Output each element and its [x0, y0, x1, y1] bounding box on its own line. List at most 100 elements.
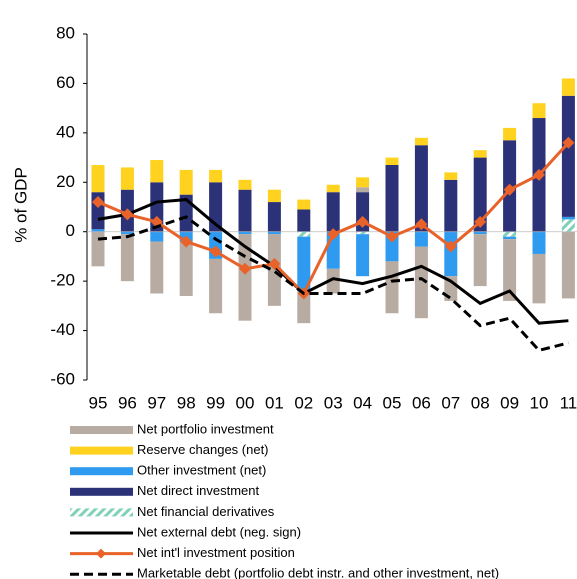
y-tick-label: -20	[50, 271, 75, 290]
line-marker	[239, 262, 251, 275]
bar-segment	[414, 137, 428, 146]
legend-swatch	[70, 446, 133, 455]
legend-swatch	[70, 487, 133, 496]
bar-segment	[532, 103, 546, 119]
bar-segment	[297, 231, 311, 237]
bar-segment	[209, 182, 223, 232]
bar-segment	[179, 241, 193, 296]
bar-segment	[120, 234, 134, 282]
bar-segment	[444, 179, 458, 232]
x-tick-label: 99	[206, 393, 225, 412]
bar-segment	[209, 258, 223, 314]
bar-segment	[267, 231, 281, 235]
bar-segment	[238, 179, 252, 190]
bar-segment	[297, 236, 311, 292]
x-tick-label: 02	[294, 393, 313, 412]
bar-segment	[444, 231, 458, 277]
line-marker	[386, 230, 398, 243]
x-tick-label: 05	[383, 393, 402, 412]
bar-segment	[209, 169, 223, 183]
bar-segment	[473, 231, 487, 235]
bar-segment	[297, 209, 311, 232]
bar-segment	[414, 231, 428, 247]
bar-segment	[91, 229, 105, 232]
y-tick-label: -40	[50, 320, 75, 339]
bar-segment	[326, 184, 340, 193]
bar-segment	[385, 261, 399, 314]
x-tick-label: 09	[500, 393, 519, 412]
bar-segment	[91, 231, 105, 267]
bar-segment	[150, 231, 164, 242]
bar-segment	[297, 291, 311, 324]
legend-label: Reserve changes (net)	[137, 442, 269, 457]
bar-segment	[120, 231, 134, 235]
line	[97, 215, 569, 353]
y-tick-label: 60	[56, 73, 75, 92]
bar-segment	[356, 187, 370, 193]
bar-segment	[326, 268, 340, 294]
line-marker	[92, 196, 104, 209]
line-marker	[327, 228, 340, 241]
line-marker	[503, 183, 516, 196]
bar-segment	[414, 145, 428, 232]
bar-segment	[150, 241, 164, 294]
x-tick-label: 07	[441, 393, 460, 412]
bar-segment	[503, 127, 517, 141]
legend-marker	[96, 548, 106, 559]
x-tick-label: 04	[353, 393, 372, 412]
legend-label: Marketable debt (portfolio debt instr. a…	[137, 566, 499, 579]
x-tick-label: 08	[471, 393, 490, 412]
legend-swatch	[70, 467, 133, 476]
bar-segment	[385, 157, 399, 165]
line-marker	[474, 215, 487, 228]
bar-segment	[267, 234, 281, 306]
bar-segment	[561, 95, 575, 217]
x-tick-label: 01	[265, 393, 284, 412]
legend-label: Net int'l investment position	[137, 545, 295, 560]
line-marker	[209, 245, 222, 258]
bar-segment	[503, 231, 517, 237]
y-tick-label: 20	[56, 172, 75, 191]
line-marker	[356, 215, 369, 228]
bar-segment	[473, 234, 487, 287]
line-marker	[444, 240, 457, 253]
legend-label: Net direct investment	[137, 483, 259, 498]
bar-segment	[473, 150, 487, 158]
x-tick-label: 11	[560, 393, 577, 412]
bar-segment	[356, 234, 370, 277]
line-marker	[562, 136, 575, 149]
bar-segment	[267, 189, 281, 203]
legend-label: Other investment (net)	[137, 463, 266, 478]
x-tick-label: 06	[412, 393, 431, 412]
bar-segment	[561, 219, 575, 232]
bar-segment	[561, 231, 575, 299]
x-tick-label: 00	[236, 393, 255, 412]
legend-swatch	[70, 426, 133, 434]
x-tick-label: 95	[89, 393, 108, 412]
line-marker	[533, 168, 545, 181]
y-tick-label: 80	[56, 23, 75, 42]
x-tick-label: 96	[118, 393, 137, 412]
legend-label: Net portfolio investment	[137, 421, 274, 436]
line-marker	[121, 208, 134, 221]
bar-segment	[532, 253, 546, 304]
bar-segment	[326, 192, 340, 232]
bar-segment	[503, 236, 517, 240]
x-tick-label: 97	[147, 393, 166, 412]
bar-segment	[297, 199, 311, 210]
line-marker	[268, 257, 281, 270]
line	[97, 198, 569, 325]
legend-label: Net financial derivatives	[137, 504, 275, 519]
legend-swatch	[70, 508, 133, 517]
y-tick-label: 40	[56, 122, 75, 141]
y-axis-label: % of GDP	[11, 167, 30, 243]
bar-segment	[385, 164, 399, 232]
bar-segment	[120, 167, 134, 190]
bar-segment	[91, 164, 105, 193]
bar-segment	[238, 189, 252, 232]
bar-segment	[561, 216, 575, 220]
bar-segment	[414, 246, 428, 319]
x-tick-label: 03	[324, 393, 343, 412]
